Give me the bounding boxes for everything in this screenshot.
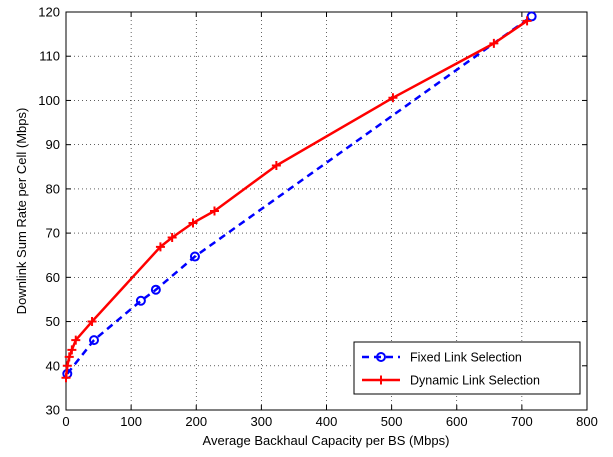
legend-box [353,341,581,395]
x-axis-label: Average Backhaul Capacity per BS (Mbps) [203,433,450,448]
plus-marker [71,335,81,345]
plus-marker [87,317,97,327]
legend-entry: Dynamic Link Selection [362,374,540,388]
y-tick-label: 30 [46,403,60,418]
plus-marker [167,233,177,243]
legend: Fixed Link Selection Dynamic Link Selecti… [353,341,581,395]
plot-frame [65,11,588,411]
circle-marker [189,251,200,262]
circle-marker [135,295,146,306]
x-tick-label: 800 [576,414,598,429]
plus-marker [67,345,77,355]
circle-marker [376,352,386,362]
x-tick-label: 600 [446,414,468,429]
plus-marker [155,242,165,252]
x-tick-label: 500 [381,414,403,429]
ticks: 0 100 200 300 400 500 600 700 800 30 40 50 60 70 80 90 1… [38,5,598,430]
y-tick-label: 90 [46,137,60,152]
circle-marker [89,335,100,346]
plus-marker [489,38,499,48]
series-dynamic [61,16,532,383]
y-tick-label: 70 [46,226,60,241]
x-tick-label: 0 [62,414,69,429]
plus-marker [188,218,198,228]
plus-marker [522,16,532,26]
series-layer [61,11,537,383]
x-tick-label: 100 [120,414,142,429]
plus-marker [388,93,398,103]
series-line [66,15,533,375]
y-tick-label: 120 [38,5,60,20]
legend-label: Fixed Link Selection [410,351,522,365]
circle-marker [150,284,161,295]
y-tick-label: 40 [46,358,60,373]
y-tick-label: 60 [46,270,60,285]
x-tick-label: 700 [511,414,533,429]
plus-marker [209,206,219,216]
x-tick-label: 300 [251,414,273,429]
y-axis-label: Downlink Sum Rate per Cell (Mbps) [14,108,29,315]
legend-entry: Fixed Link Selection [362,351,522,365]
y-tick-label: 110 [39,49,60,64]
y-tick-label: 100 [38,93,60,108]
plus-marker [376,375,386,385]
plus-marker [271,160,281,170]
y-tick-label: 50 [46,314,60,329]
plus-marker [64,352,74,362]
x-tick-label: 200 [185,414,207,429]
x-tick-label: 400 [316,414,338,429]
legend-label: Dynamic Link Selection [410,374,540,388]
y-tick-label: 80 [46,181,60,196]
plus-marker [61,373,71,383]
plus-marker [62,361,72,371]
